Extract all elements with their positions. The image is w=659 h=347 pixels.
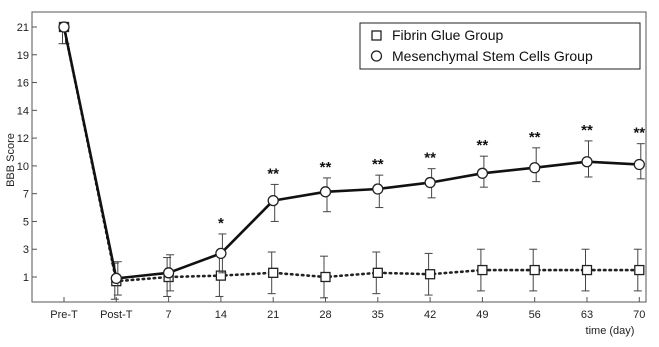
data-point xyxy=(372,267,383,278)
legend-label-msc: Mesenchymal Stem Cells Group xyxy=(392,48,593,64)
legend: Fibrin Glue Group Mesenchymal Stem Cells… xyxy=(359,22,641,70)
y-tick-label: 12 xyxy=(17,133,29,145)
data-point xyxy=(267,194,279,207)
data-point xyxy=(581,156,593,168)
x-tick-label: 70 xyxy=(633,309,645,321)
x-tick-label: 28 xyxy=(319,309,331,321)
data-point xyxy=(215,270,227,281)
data-point xyxy=(529,264,540,276)
significance-marker: ** xyxy=(477,137,489,154)
data-point xyxy=(372,183,384,195)
data-point xyxy=(319,186,332,198)
significance-annotations: *** ** ** **** ** ** ** xyxy=(218,122,645,232)
series-layer xyxy=(58,21,645,300)
y-tick-label: 21 xyxy=(17,22,29,34)
data-point xyxy=(476,167,489,179)
y-tick-label: 19 xyxy=(17,50,29,62)
x-tick-label: 35 xyxy=(372,309,384,321)
x-tick-label: 63 xyxy=(581,309,593,321)
y-tick-label: 3 xyxy=(23,244,29,256)
x-tick-label: 56 xyxy=(529,309,541,321)
y-tick-label: 14 xyxy=(17,105,29,117)
significance-marker: ** xyxy=(424,150,436,167)
data-point xyxy=(633,158,645,171)
significance-marker: ** xyxy=(320,159,332,176)
data-point xyxy=(58,21,70,33)
x-tick-label: 49 xyxy=(476,309,488,321)
x-axis-label: time (day) xyxy=(586,325,635,337)
series-line xyxy=(62,25,641,283)
x-tick-labels: Pre-T Post-T 7 14 21 28 35 42 49 56 63 70 xyxy=(50,309,645,321)
data-point xyxy=(268,267,279,278)
x-tick-label: Pre-T xyxy=(50,309,78,321)
legend-label-fibrin: Fibrin Glue Group xyxy=(392,27,503,43)
y-tick-label: 5 xyxy=(23,216,29,228)
y-tick-label: 1 xyxy=(23,272,29,284)
significance-marker: ** xyxy=(372,156,384,173)
legend-marker-msc xyxy=(370,50,383,62)
y-tick-labels: 1 3 5 7 10 12 14 16 19 21 xyxy=(17,22,29,284)
significance-marker: * xyxy=(218,215,224,232)
legend-box xyxy=(359,22,641,70)
data-point xyxy=(581,264,593,276)
data-point xyxy=(215,247,227,260)
significance-marker: ** xyxy=(529,129,541,146)
data-point xyxy=(634,264,645,276)
x-tick-label: 14 xyxy=(215,309,227,321)
y-tick-label: 7 xyxy=(23,189,29,201)
x-tick-label: 7 xyxy=(166,309,172,321)
data-point xyxy=(477,264,488,276)
x-tick-label: Post-T xyxy=(100,309,133,321)
y-tick-label: 16 xyxy=(17,78,29,90)
data-point xyxy=(424,176,436,189)
tick-marks-layer xyxy=(32,26,640,302)
x-tick-label: 21 xyxy=(267,309,279,321)
data-point xyxy=(424,269,436,280)
series-line xyxy=(62,26,640,280)
significance-marker: ** xyxy=(633,125,645,142)
data-point xyxy=(110,272,122,285)
significance-marker: ** xyxy=(581,122,593,139)
y-tick-label: 10 xyxy=(17,161,29,173)
legend-marker-fibrin xyxy=(371,30,382,41)
data-point xyxy=(162,267,175,279)
data-point xyxy=(529,162,541,174)
data-point xyxy=(320,271,331,283)
significance-marker: ** xyxy=(267,165,279,182)
x-tick-label: 42 xyxy=(424,309,436,321)
series-mesenchymal-stem-cells xyxy=(58,21,645,296)
y-axis-label: BBB Score xyxy=(5,133,17,187)
plot-frame xyxy=(31,11,647,303)
